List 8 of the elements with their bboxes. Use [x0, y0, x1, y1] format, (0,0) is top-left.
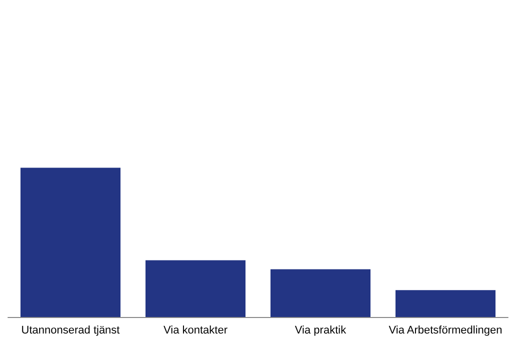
bar: [396, 290, 496, 317]
bar: [20, 168, 120, 317]
x-tick-label: Via kontakter: [163, 324, 228, 336]
x-tick-label: Utannonserad tjänst: [21, 324, 120, 336]
x-tick-label: Via praktik: [294, 324, 347, 336]
x-tick-label: Via Arbetsförmedlingen: [388, 324, 502, 336]
bar: [146, 260, 246, 317]
bar: [270, 269, 370, 317]
